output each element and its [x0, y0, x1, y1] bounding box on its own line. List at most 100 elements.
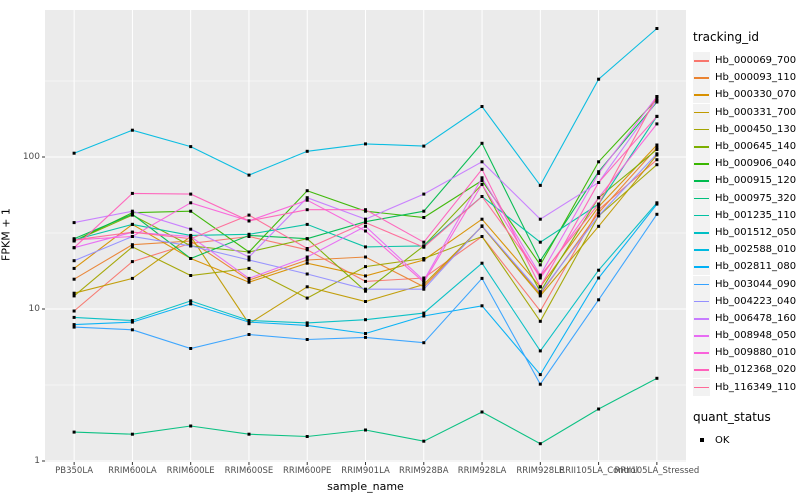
x-tick-label: RRIM600PE [283, 466, 332, 476]
data-point [305, 296, 309, 300]
data-point [189, 424, 193, 428]
data-point [538, 276, 542, 280]
data-point [72, 315, 76, 319]
data-point [655, 152, 659, 156]
data-point [364, 224, 367, 228]
legend-key-line-icon [693, 361, 710, 379]
legend-key-point-icon [693, 432, 710, 449]
data-point [538, 263, 542, 267]
data-point [72, 259, 76, 263]
data-point [364, 428, 367, 432]
legend-item-label: Hb_000975_320 [715, 192, 797, 204]
data-point [247, 173, 251, 177]
legend-item-label: Hb_012368_020 [715, 364, 797, 376]
legend-item-label: Hb_000450_130 [715, 123, 797, 135]
legend-item: Hb_004223_040 [693, 292, 799, 310]
legend-item-label: Hb_000906_040 [715, 158, 797, 170]
data-point [655, 99, 659, 103]
data-point [480, 182, 484, 186]
legend-item: Hb_000645_140 [693, 138, 799, 156]
data-point [189, 241, 193, 245]
legend-item: Hb_000330_070 [693, 86, 799, 104]
data-point [422, 216, 426, 219]
y-tick-label: 100 [22, 152, 40, 162]
data-point [305, 255, 309, 259]
data-point [72, 309, 76, 313]
data-point [247, 319, 251, 322]
legend-item-label: Hb_003044_090 [715, 278, 797, 290]
legend-title-tracking-id: tracking_id [693, 30, 760, 44]
x-tick-label: RRIM600LE [166, 466, 215, 476]
data-point [130, 191, 134, 195]
data-point [597, 77, 601, 81]
data-point [597, 170, 601, 174]
legend-item-label: Hb_116349_110 [715, 381, 797, 393]
data-point [189, 145, 193, 149]
data-point [364, 332, 367, 335]
data-point [597, 407, 601, 411]
data-point [130, 328, 134, 332]
data-point [72, 238, 76, 242]
data-point [189, 299, 193, 303]
data-point [538, 292, 542, 296]
legend-key-line-icon [693, 189, 710, 207]
legend-key-line-icon [693, 206, 710, 224]
quant-status-item-list: OK [693, 432, 799, 449]
legend-item: Hb_006478_160 [693, 309, 799, 327]
data-point [597, 298, 601, 302]
legend-key-line-icon [693, 69, 710, 87]
data-point [364, 208, 367, 212]
legend-item: Hb_000975_320 [693, 189, 799, 207]
legend-item: Hb_001512_050 [693, 223, 799, 241]
legend-item: Hb_000450_130 [693, 120, 799, 138]
legend-item-label: Hb_000330_070 [715, 89, 797, 101]
legend-key-line-icon [693, 172, 710, 190]
legend-item: Hb_116349_110 [693, 378, 799, 396]
data-point [480, 176, 484, 180]
data-point [364, 255, 367, 259]
data-point [422, 209, 426, 213]
data-point [597, 205, 601, 209]
data-point [130, 243, 134, 247]
data-point [130, 209, 134, 213]
data-point [538, 274, 542, 278]
data-point [422, 240, 426, 244]
data-point [597, 171, 601, 175]
data-point [538, 349, 542, 353]
legend-key-line-icon [693, 52, 710, 70]
legend-item-label: Hb_001512_050 [715, 226, 797, 238]
data-point [305, 198, 309, 202]
legend-key-line-icon [693, 223, 710, 241]
legend-item-list: Hb_000069_700 Hb_000093_110 Hb_000330_070 H… [693, 52, 799, 396]
x-tick-label: RRIM600SE [224, 466, 274, 476]
x-tick-label: RRII105LA_Stressed [614, 466, 700, 476]
data-point [305, 261, 309, 265]
data-point [655, 163, 659, 167]
legend-item: Hb_000915_120 [693, 172, 799, 190]
legend-title-quant-status: quant_status [693, 409, 771, 424]
data-point [480, 105, 484, 108]
data-point [247, 432, 251, 436]
data-point [130, 432, 134, 436]
legend-item-label: Hb_000093_110 [715, 72, 797, 84]
data-point [655, 143, 659, 147]
legend-key-line-icon [693, 344, 710, 362]
data-point [72, 430, 76, 434]
legend-item: Hb_001235_110 [693, 206, 799, 224]
data-point [422, 192, 426, 196]
data-point [422, 285, 426, 289]
legend-key-line-icon [693, 241, 710, 259]
data-point [305, 196, 309, 200]
data-point [305, 189, 309, 193]
data-point [480, 224, 484, 228]
data-point [189, 237, 193, 241]
data-point [480, 141, 484, 145]
data-point [597, 214, 601, 218]
data-point [422, 439, 426, 443]
data-point [538, 294, 542, 298]
data-point [189, 192, 193, 196]
data-point [655, 114, 659, 118]
data-point [130, 212, 134, 216]
data-point [597, 208, 601, 212]
legend-item: Hb_000906_040 [693, 155, 799, 173]
